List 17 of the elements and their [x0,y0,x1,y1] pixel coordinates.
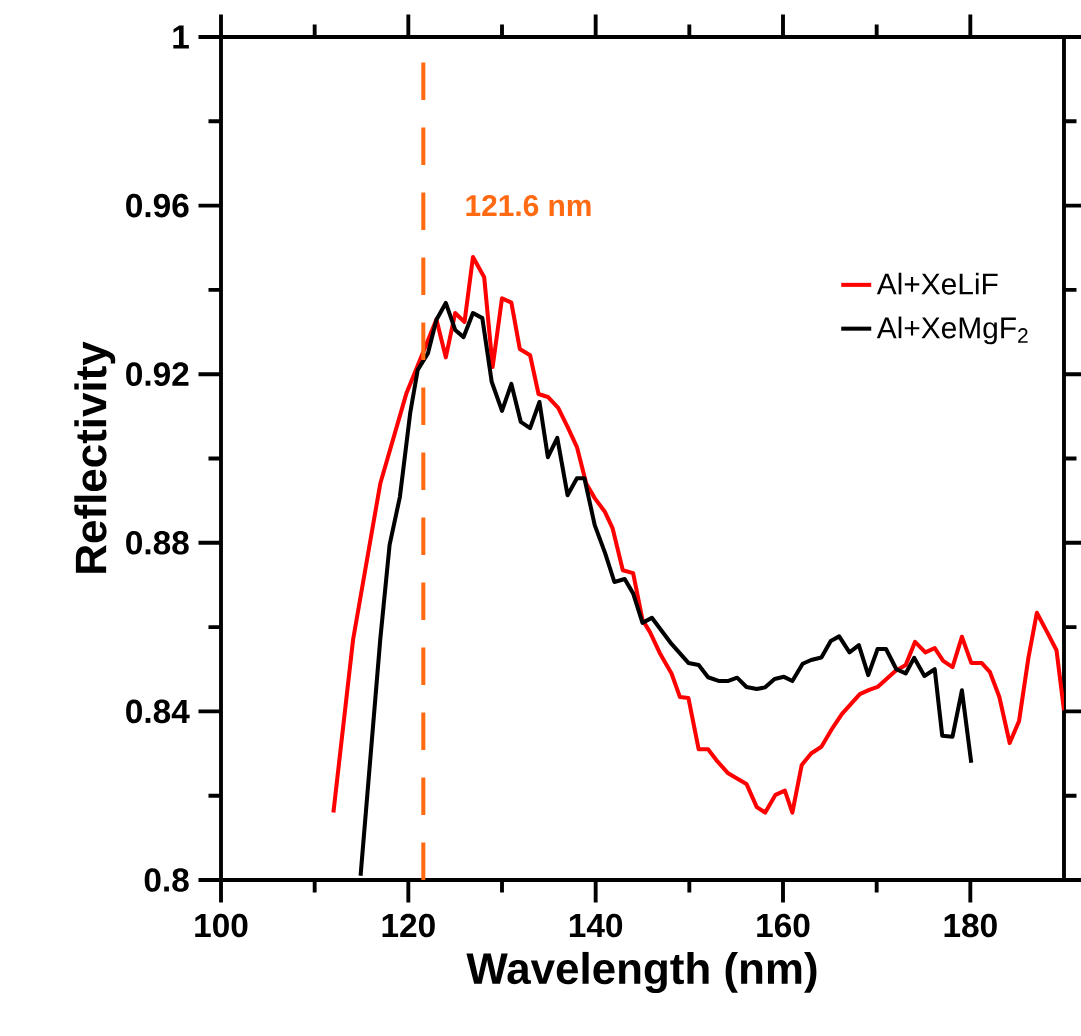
x-tick-label: 180 [944,913,997,938]
x-tick-label: 100 [195,913,248,938]
x-tick-label: 140 [569,913,623,938]
ref-line-label: 121.6 nm [466,195,591,217]
legend-label: Al+XeMgF$_{2}$ [876,316,1028,345]
line-series [331,254,1064,815]
y-tick-label: 1 [173,25,189,49]
legend-label: Al+XeLiF [876,272,998,295]
y-tick-label: 0.8 [144,868,189,892]
y-tick-label: 0.84 [126,699,190,724]
y-tick-label: 0.96 [126,193,189,218]
y-axis-title: Reflectivity [74,341,116,573]
y-tick-label: 0.88 [126,530,189,555]
x-tick-label: 160 [757,913,810,938]
x-axis-title: Wavelength (nm) [466,951,817,994]
x-tick-label: 120 [382,913,435,938]
y-tick-label: 0.92 [126,362,189,387]
